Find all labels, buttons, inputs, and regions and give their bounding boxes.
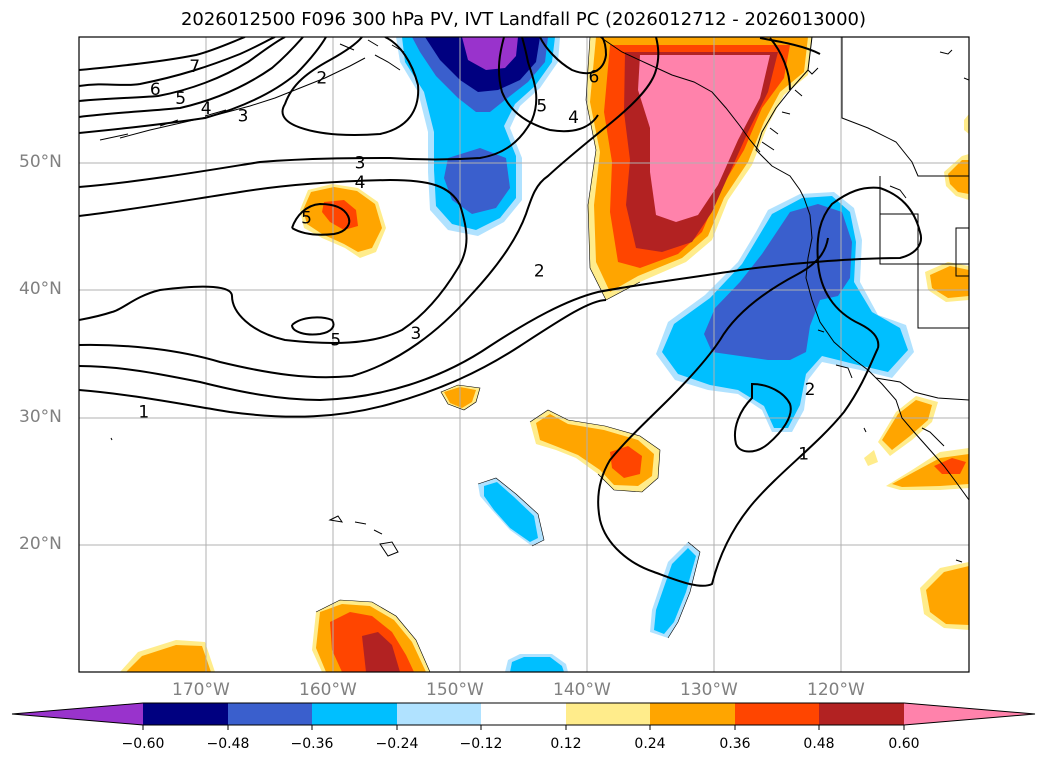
lon-tick-label: 130°W <box>680 680 738 700</box>
colorbar-tick-label: 0.24 <box>634 736 666 752</box>
contour-label: 4 <box>355 173 366 193</box>
colorbar-bin <box>819 703 904 725</box>
colorbar-ticks <box>142 725 905 730</box>
contour-label: 3 <box>411 324 422 344</box>
contour-label: 5 <box>301 208 312 228</box>
pv-contours <box>79 37 922 587</box>
colorbar-tick-label: 0.48 <box>803 736 835 752</box>
lon-tick-label: 120°W <box>807 680 865 700</box>
map-title: 2026012500 F096 300 hPa PV, IVT Landfall… <box>180 9 867 30</box>
contour-label: 5 <box>175 89 186 109</box>
contour-label: 4 <box>201 99 212 119</box>
colorbar-tick-label: −0.48 <box>206 736 250 752</box>
positive-anomaly-small <box>120 114 969 672</box>
negative-anomaly-california <box>656 192 914 432</box>
positive-anomaly-alaska <box>586 37 812 300</box>
lon-tick-label: 150°W <box>426 680 484 700</box>
map-frame <box>78 36 970 673</box>
colorbar-tick-label: 0.12 <box>550 736 582 752</box>
contour-label: 2 <box>534 262 545 282</box>
contour-label: 4 <box>568 108 579 128</box>
contour-label: 2 <box>316 69 327 89</box>
contour-label: 1 <box>138 403 149 423</box>
contour-label: 3 <box>238 107 249 127</box>
colorbar-tick-label: −0.24 <box>375 736 419 752</box>
colorbar-bin <box>397 703 481 725</box>
lon-tick-label: 160°W <box>299 680 357 700</box>
colorbar-tick-label: 0.60 <box>888 736 920 752</box>
colorbar-extend-min <box>12 703 143 725</box>
negative-anomaly-small <box>478 478 700 672</box>
lat-tick-label: 20°N <box>19 534 62 554</box>
colorbar-bin <box>566 703 650 725</box>
lon-tick-label: 170°W <box>172 680 230 700</box>
lat-tick-label: 30°N <box>19 407 62 427</box>
colorbar-tick-label: 0.36 <box>719 736 751 752</box>
contour-label: 6 <box>150 80 161 100</box>
colorbar-bin <box>143 703 228 725</box>
contour-label: 7 <box>189 57 200 77</box>
contour-label: 6 <box>589 67 600 87</box>
colorbar-tick-label: −0.36 <box>290 736 334 752</box>
colorbar <box>11 702 1036 730</box>
contour-label: 1 <box>798 445 809 465</box>
contour-label: 5 <box>536 97 547 117</box>
colorbar-bin <box>228 703 312 725</box>
lon-tick-label: 140°W <box>553 680 611 700</box>
anomaly-outlines <box>315 37 701 672</box>
colorbar-tick-label: −0.12 <box>459 736 503 752</box>
colorbar-tick-label: −0.60 <box>121 736 165 752</box>
coastlines <box>99 37 969 563</box>
lat-tick-label: 40°N <box>19 279 62 299</box>
contour-label: 5 <box>330 330 341 350</box>
colorbar-extend-max <box>904 703 1035 725</box>
colorbar-bin <box>481 703 566 725</box>
colorbar-bin <box>735 703 819 725</box>
contour-label: 2 <box>805 380 816 400</box>
lat-tick-label: 50°N <box>19 152 62 172</box>
contour-label: 3 <box>355 154 366 174</box>
colorbar-bin <box>650 703 735 725</box>
colorbar-bin <box>312 703 397 725</box>
